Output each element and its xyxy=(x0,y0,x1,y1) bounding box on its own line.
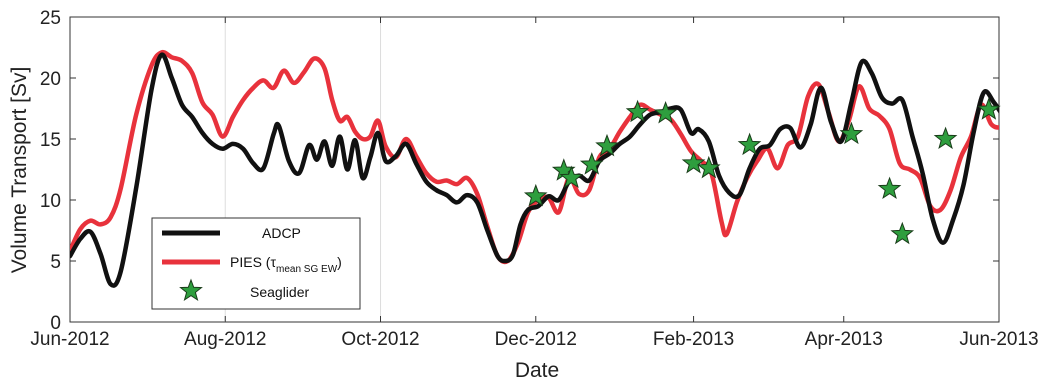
legend-swatch-seaglider-star-icon xyxy=(179,278,203,302)
legend: ADCP PIES (τmean SG EW) Seaglider xyxy=(151,217,361,310)
series-line-pies xyxy=(70,49,999,265)
seaglider-star-point xyxy=(890,221,915,245)
legend-label-pies-end: ) xyxy=(337,254,342,270)
legend-label-adcp: ADCP xyxy=(262,225,301,241)
x-tick-label: Jun-2012 xyxy=(30,329,109,350)
seaglider-star-point xyxy=(579,152,604,175)
axes: Jun-2012 Aug-2012 Oct-2012 Dec-2012 Feb-2013… xyxy=(30,8,1038,350)
seaglider-star-point xyxy=(625,99,650,123)
y-axis-label: Volume Transport [Sv] xyxy=(8,67,31,274)
seaglider-markers xyxy=(523,97,1001,245)
x-tick-label: Oct-2012 xyxy=(341,329,419,350)
seaglider-star-point xyxy=(933,126,958,150)
x-tick-label: Aug-2012 xyxy=(184,329,266,350)
y-tick-label: 0 xyxy=(50,313,61,334)
x-tick-label: Apr-2013 xyxy=(805,329,883,350)
seaglider-star-point xyxy=(681,150,706,174)
seaglider-star-point xyxy=(977,97,1001,120)
y-tick-label: 5 xyxy=(50,252,61,273)
y-tick-label: 10 xyxy=(40,191,61,212)
seaglider-star-point xyxy=(653,100,678,124)
seaglider-star-point xyxy=(523,183,548,207)
seaglider-star-point xyxy=(877,176,902,200)
seaglider-star-point xyxy=(839,121,864,145)
seaglider-star-point xyxy=(697,155,721,179)
y-tick-label: 15 xyxy=(40,130,61,151)
x-tick-label: Jun-2013 xyxy=(959,329,1038,350)
seaglider-star-point xyxy=(559,165,584,189)
x-axis-label: Date xyxy=(515,359,559,382)
y-tick-label: 25 xyxy=(40,8,61,29)
legend-star-shape xyxy=(179,278,203,302)
legend-label-seaglider: Seaglider xyxy=(250,284,309,300)
seaglider-star-point xyxy=(737,132,762,156)
seaglider-star-point xyxy=(595,133,619,157)
legend-label-pies-main: PIES (τ xyxy=(230,254,276,270)
x-tick-label: Feb-2013 xyxy=(653,329,734,350)
x-tick-label: Dec-2012 xyxy=(495,329,577,350)
legend-label-pies-sub: mean SG EW xyxy=(276,264,338,275)
legend-label-pies: PIES (τmean SG EW) xyxy=(230,254,342,275)
y-tick-label: 20 xyxy=(40,69,61,90)
